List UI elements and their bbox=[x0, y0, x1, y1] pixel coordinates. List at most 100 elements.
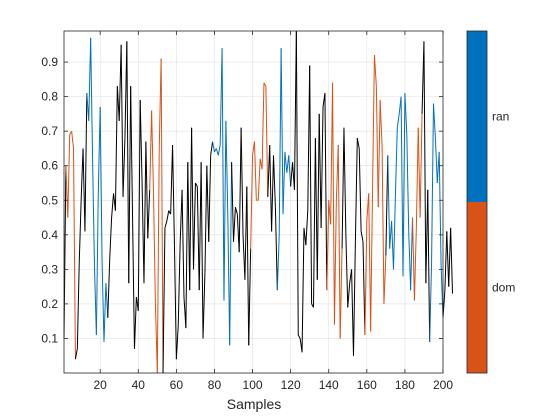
series-segment bbox=[276, 234, 280, 291]
series-segment bbox=[122, 138, 126, 197]
series-segment bbox=[381, 144, 385, 304]
series-segment bbox=[65, 165, 69, 218]
series-segment bbox=[309, 65, 313, 304]
series-segment bbox=[166, 210, 170, 222]
series-segment bbox=[128, 86, 132, 284]
series-segment bbox=[301, 227, 305, 353]
series-segment bbox=[151, 110, 155, 194]
series-segment bbox=[341, 127, 345, 249]
series-segment bbox=[347, 283, 351, 308]
series-segment bbox=[227, 214, 231, 346]
series-segment bbox=[99, 106, 103, 263]
x-tick-label: 180 bbox=[395, 378, 415, 392]
series-segment bbox=[90, 37, 94, 159]
x-tick-label: 140 bbox=[319, 378, 339, 392]
series-segment bbox=[305, 210, 309, 246]
series-segment bbox=[92, 158, 95, 266]
series-segment bbox=[143, 141, 147, 284]
series-segment bbox=[240, 127, 244, 235]
series-segment bbox=[223, 120, 227, 301]
series-segment bbox=[208, 155, 212, 242]
series-segment bbox=[413, 227, 417, 301]
series-segment bbox=[253, 141, 257, 201]
colorbar-swatch-dom bbox=[467, 202, 487, 373]
y-tick-label: 0.6 bbox=[41, 159, 58, 173]
series-segment bbox=[337, 144, 341, 339]
plot-area: 20 40 60 80 100 120 140 160 180 200 0.1 0.2 0.3 0.4 0.… bbox=[41, 30, 454, 392]
series-segment bbox=[282, 151, 286, 215]
series-segment bbox=[392, 196, 396, 270]
series-segment bbox=[200, 162, 204, 339]
series-segment bbox=[160, 58, 164, 374]
series-segment bbox=[147, 189, 151, 239]
series-segment bbox=[212, 141, 215, 153]
series-segment bbox=[141, 182, 145, 284]
y-tick-label: 0.4 bbox=[41, 228, 58, 242]
series-segment bbox=[412, 217, 415, 301]
y-tick-label: 0.3 bbox=[41, 262, 58, 276]
series-segment bbox=[432, 103, 436, 139]
colorbar-label-dom: dom bbox=[492, 281, 515, 295]
series-segment bbox=[274, 207, 278, 291]
series-segment bbox=[189, 127, 193, 291]
series-segment bbox=[181, 189, 185, 298]
series-segment bbox=[362, 241, 366, 336]
x-axis-label: Samples bbox=[227, 396, 281, 412]
series-segment bbox=[103, 283, 107, 342]
y-tick-label: 0.2 bbox=[41, 297, 58, 311]
series-segment bbox=[396, 113, 400, 128]
series-segment bbox=[107, 258, 111, 318]
series-segment bbox=[425, 189, 429, 284]
series-segment bbox=[67, 134, 71, 218]
series-segment bbox=[132, 217, 135, 349]
series-segment bbox=[391, 220, 394, 270]
series-segment bbox=[133, 296, 137, 349]
x-tick-label: 60 bbox=[170, 378, 184, 392]
series-segment bbox=[427, 189, 431, 342]
colorbar-swatch-ran bbox=[467, 31, 487, 202]
series-segment bbox=[404, 93, 408, 135]
colorbar: ran dom bbox=[466, 30, 515, 374]
series-segment bbox=[229, 162, 233, 346]
y-tick-label: 0.7 bbox=[41, 124, 58, 138]
y-tick-label: 0.1 bbox=[41, 331, 58, 345]
series-segment bbox=[257, 158, 261, 201]
series-segment bbox=[368, 193, 372, 332]
series-segment bbox=[210, 141, 214, 156]
axes-background bbox=[64, 31, 443, 373]
series-segment bbox=[273, 155, 276, 208]
series-segment bbox=[234, 207, 238, 215]
series-segment bbox=[269, 144, 273, 232]
series-segment bbox=[326, 200, 330, 291]
series-segment bbox=[153, 193, 156, 304]
y-tick-label: 0.8 bbox=[41, 90, 58, 104]
series-segment bbox=[139, 100, 143, 184]
series-segment bbox=[120, 44, 124, 197]
series-segment bbox=[191, 127, 195, 270]
series-segment bbox=[379, 100, 383, 146]
x-tick-label: 100 bbox=[243, 378, 263, 392]
series-line bbox=[63, 30, 454, 374]
x-tick-label: 80 bbox=[208, 378, 222, 392]
series-segment bbox=[316, 113, 320, 280]
series-segment bbox=[73, 148, 76, 360]
series-segment bbox=[394, 127, 398, 197]
series-segment bbox=[172, 144, 175, 246]
series-segment bbox=[111, 193, 115, 218]
series-segment bbox=[267, 144, 271, 197]
series-segment bbox=[109, 217, 113, 260]
series-segment bbox=[187, 162, 191, 291]
series-segment bbox=[431, 103, 434, 263]
series-segment bbox=[194, 182, 198, 187]
series-segment bbox=[95, 193, 99, 336]
series-segment bbox=[290, 162, 294, 187]
series-segment bbox=[164, 220, 168, 229]
series-segment bbox=[271, 155, 274, 232]
series-segment bbox=[429, 262, 433, 342]
colorbar-label-ran: ran bbox=[492, 110, 509, 124]
series-segment bbox=[244, 186, 248, 280]
series-segment bbox=[324, 93, 328, 291]
series-segment bbox=[351, 269, 354, 356]
series-segment bbox=[297, 334, 301, 339]
series-segment bbox=[206, 165, 210, 242]
